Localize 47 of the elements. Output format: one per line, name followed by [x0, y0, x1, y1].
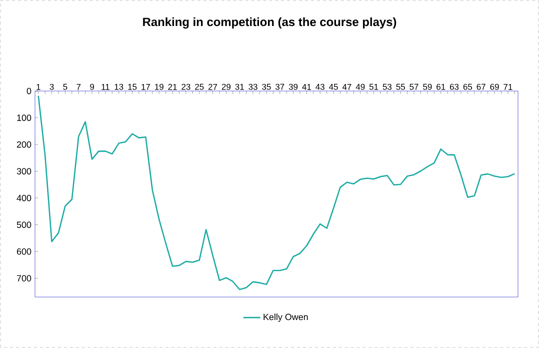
x-tick-label: 41: [302, 84, 311, 90]
x-tick-label: 17: [142, 84, 150, 90]
x-tick-label: 43: [316, 84, 324, 90]
x-tick-label: 25: [195, 84, 204, 90]
legend-label: Kelly Owen: [264, 314, 308, 322]
y-tick-label: 200: [16, 141, 32, 148]
x-tick-label: 65: [463, 84, 472, 90]
y-tick-label: 700: [16, 275, 32, 282]
x-tick-label: 59: [423, 84, 432, 90]
x-tick-label: 63: [450, 84, 459, 90]
x-tick-label: 45: [329, 84, 338, 90]
x-tick-label: 57: [410, 84, 418, 90]
x-tick-label: 21: [168, 84, 177, 90]
x-tick-label: 31: [235, 84, 244, 90]
y-tick-label: 500: [16, 222, 32, 228]
x-tick-label: 51: [369, 84, 378, 90]
x-tick-label: 71: [504, 84, 512, 90]
x-tick-label: 9: [90, 84, 94, 90]
x-tick-label: 11: [102, 84, 110, 90]
x-tick-label: 53: [382, 84, 392, 90]
y-tick-label: 300: [16, 168, 32, 174]
x-tick-label: 19: [155, 84, 164, 90]
y-tick-label: 400: [16, 194, 32, 202]
x-tick-label: 67: [476, 84, 486, 90]
x-tick-label: 33: [248, 84, 258, 90]
y-tick-label: 600: [16, 248, 32, 255]
y-tick-label: 0: [26, 88, 32, 94]
x-tick-label: 37: [275, 84, 284, 90]
x-tick-label: 27: [208, 84, 218, 90]
x-tick-label: 7: [76, 84, 81, 90]
y-tick-label: 100: [17, 114, 32, 121]
x-tick-label: 69: [490, 84, 499, 90]
line-series: [38, 95, 516, 290]
x-tick-label: 55: [396, 84, 405, 90]
x-tick-label: 5: [63, 84, 68, 90]
x-tick-label: 47: [342, 84, 352, 90]
x-tick-label: 3: [50, 84, 54, 90]
x-tick-label: 1: [36, 84, 40, 90]
x-tick-label: 49: [356, 84, 365, 90]
chart-title: Ranking in competition (as the course plays): [143, 17, 396, 29]
x-tick-label: 13: [114, 84, 124, 90]
x-tick-label: 61: [436, 84, 446, 90]
x-tick-label: 15: [128, 84, 137, 90]
x-tick-label: 29: [222, 84, 230, 90]
x-tick-label: 35: [262, 84, 271, 90]
x-tick-label: 23: [182, 84, 190, 90]
x-tick-label: 39: [288, 84, 298, 90]
